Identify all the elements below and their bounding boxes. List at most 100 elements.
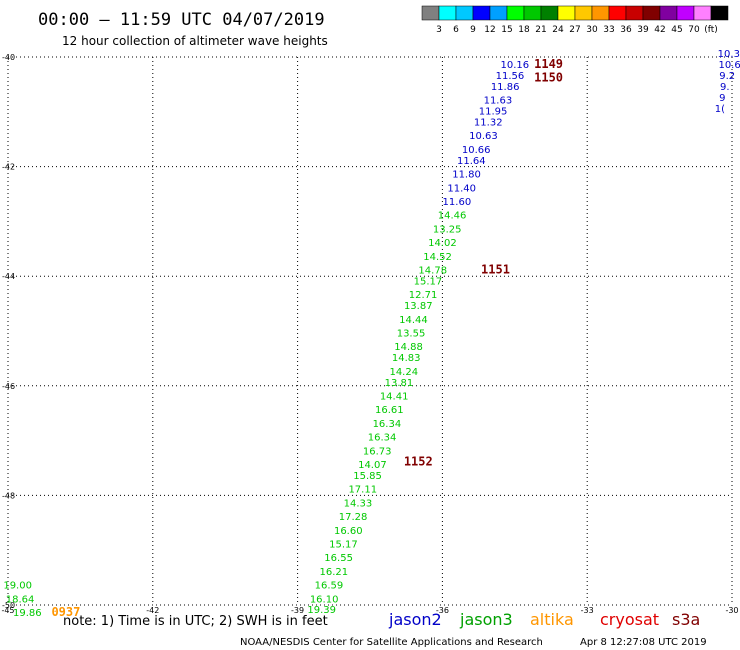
legend-scale-label: 45	[671, 25, 682, 35]
data-point-label: 11.56	[496, 71, 525, 82]
chart-header: 00:00 – 11:59 UTC 04/07/2019 12 hour col…	[38, 10, 328, 48]
legend-swatch	[642, 5, 661, 21]
data-point-label: 14.83	[392, 353, 421, 364]
legend-scale-label: 70	[688, 25, 700, 35]
footer-note: note: 1) Time is in UTC; 2) SWH is in fe…	[63, 614, 328, 629]
data-point-label: 14.24	[389, 367, 418, 378]
chart-subtitle: 12 hour collection of altimeter wave hei…	[62, 34, 328, 48]
mission-label: jason2	[388, 610, 442, 629]
data-point-label: 14.41	[380, 392, 409, 403]
data-point-label: 10.66	[462, 145, 491, 156]
data-point-label: 1(	[715, 104, 725, 115]
data-point-label: 18.64	[6, 594, 35, 605]
x-tick-label: -30	[725, 606, 738, 615]
data-point-label: 14.46	[438, 211, 467, 222]
legend-scale-label: 42	[654, 25, 665, 35]
legend-swatch	[438, 5, 457, 21]
data-point-label: 11.63	[484, 96, 513, 107]
data-point-label: 10.16	[500, 60, 529, 71]
mission-label: cryosat	[600, 610, 659, 629]
legend-swatch	[574, 5, 593, 21]
data-point-label: 14.78	[418, 265, 447, 276]
data-point-label: 19.00	[3, 581, 32, 592]
legend-swatch	[455, 5, 474, 21]
data-point-label: 10.39	[718, 49, 740, 60]
legend-swatch	[557, 5, 576, 21]
data-point-label: 15.17	[329, 539, 358, 550]
legend-scale-label: 39	[637, 25, 649, 35]
data-point-label: 16.60	[334, 526, 363, 537]
data-point-label: 19.39	[307, 605, 336, 616]
data-point-label: 16.10	[310, 594, 339, 605]
legend-swatch	[506, 5, 525, 21]
data-point-label: 17.11	[348, 485, 377, 496]
data-point-label: 10.6	[718, 60, 740, 71]
data-point-label: 11.80	[452, 170, 481, 181]
data-point-label: 12.71	[409, 290, 438, 301]
data-point-label: 14.88	[394, 342, 423, 353]
data-point-label: 16.34	[368, 433, 397, 444]
legend-swatch	[625, 5, 644, 21]
data-point-label: 16.21	[319, 567, 348, 578]
data-point-label: 13.87	[404, 301, 433, 312]
x-tick-label: -33	[581, 606, 594, 615]
footer-credit: NOAA/NESDIS Center for Satellite Applica…	[240, 637, 543, 648]
data-point-label: 17.28	[339, 512, 368, 523]
time-label: 1151	[481, 262, 510, 276]
data-point-label: 11.95	[479, 107, 508, 118]
footer-timestamp: Apr 8 12:27:08 UTC 2019	[580, 637, 707, 648]
mission-label: s3a	[672, 610, 700, 629]
mission-label: jason3	[459, 610, 513, 629]
legend-swatch	[608, 5, 627, 21]
data-point-label: 9	[719, 93, 725, 104]
legend-scale-label: 36	[620, 25, 632, 35]
legend-scale-label: 15	[501, 25, 512, 35]
y-tick-label: -40	[2, 53, 15, 62]
tick-labels: -45 -42 -39 -36 -33 -30 -40 -42 -44 -46 -48 -50	[1, 53, 738, 615]
data-point-label: 15.85	[353, 471, 382, 482]
legend-swatch	[472, 5, 491, 21]
data-point-label: 16.73	[363, 446, 392, 457]
legend-swatch	[540, 5, 559, 21]
legend-scale-label: 27	[569, 25, 580, 35]
data-point-label: 14.52	[423, 252, 452, 263]
time-label: 1150	[534, 71, 563, 85]
x-tick-label: -39	[291, 606, 304, 615]
chart-title: 00:00 – 11:59 UTC 04/07/2019	[38, 10, 325, 30]
y-tick-label: -46	[2, 382, 15, 391]
legend-scale-label: 9	[470, 25, 476, 35]
y-tick-label: -50	[2, 601, 15, 610]
data-point-label: 10.63	[469, 131, 498, 142]
data-point-label: 14.07	[358, 460, 387, 471]
data-point-label: 11.32	[474, 118, 503, 129]
y-tick-label: -44	[2, 272, 15, 281]
x-tick-label: -36	[436, 606, 449, 615]
legend-scale-label: 33	[603, 25, 614, 35]
legend-scale-label: (ft)	[704, 25, 718, 35]
legend-swatch	[591, 5, 610, 21]
data-point-label: 16.61	[375, 405, 404, 416]
data-point-label: 11.40	[447, 183, 476, 194]
legend-swatch	[523, 5, 542, 21]
color-scale-legend: 3 6 9 12 15 18 21 24 27 30 33 36 39 42 45 70 (ft)	[421, 5, 729, 35]
data-point-label: 9.2	[719, 71, 735, 82]
legend-swatch	[421, 5, 440, 21]
data-point-label: 13.25	[433, 224, 462, 235]
legend-scale-label: 12	[484, 25, 495, 35]
data-point-label: 14.33	[344, 498, 373, 509]
legend-scale-label: 24	[552, 25, 564, 35]
data-point-label: 13.55	[397, 328, 426, 339]
mission-label: altika	[530, 610, 574, 629]
x-tick-label: -42	[146, 606, 159, 615]
data-point-label: 11.86	[491, 82, 520, 93]
legend-scale-label: 18	[518, 25, 530, 35]
legend-swatch	[676, 5, 695, 21]
data-point-label: 13.81	[385, 378, 414, 389]
legend-scale-label: 3	[436, 25, 442, 35]
data-point-label: 9.	[720, 82, 730, 93]
data-point-label: 15.17	[414, 276, 443, 287]
data-point-label: 16.34	[373, 419, 402, 430]
